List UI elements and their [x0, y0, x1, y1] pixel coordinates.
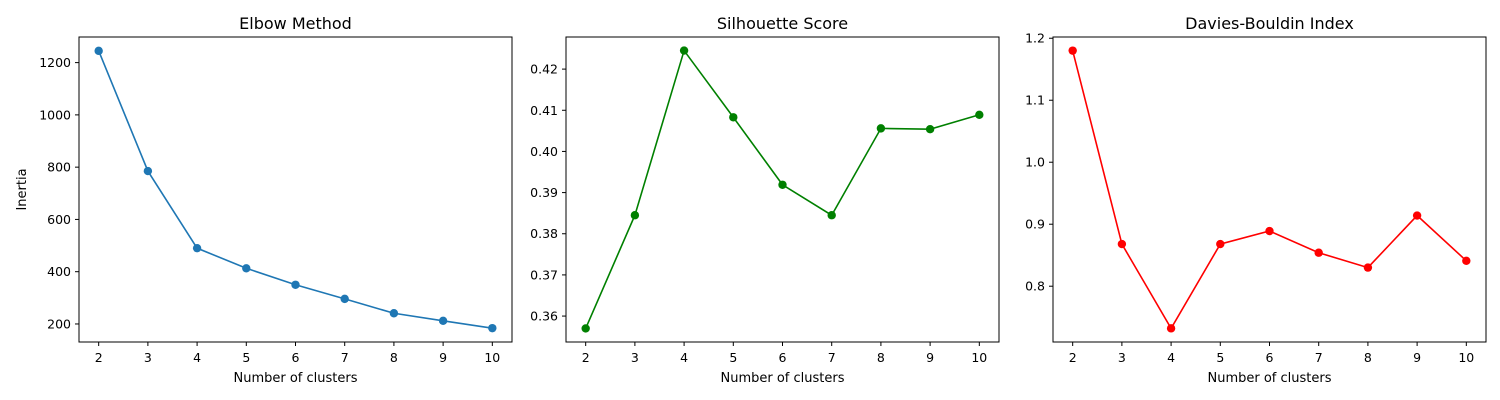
y-tick-label: 400: [47, 264, 71, 279]
y-tick-label: 0.40: [530, 144, 558, 159]
x-tick-label: 2: [1069, 350, 1077, 365]
x-tick-label: 3: [631, 350, 639, 365]
y-tick-label: 1.2: [1025, 31, 1045, 46]
x-tick-label: 8: [390, 350, 398, 365]
data-point: [143, 166, 153, 176]
data-point: [94, 46, 103, 56]
x-tick-label: 4: [680, 350, 688, 365]
data-point: [1462, 256, 1471, 265]
y-tick-label: 0.36: [530, 309, 558, 324]
plot-area-frame: [565, 36, 1000, 343]
y-tick-label: 0.39: [530, 185, 558, 200]
data-point: [192, 243, 202, 253]
data-point: [1265, 226, 1274, 236]
data-point: [975, 110, 984, 119]
data-point: [630, 211, 640, 220]
data-point: [488, 323, 497, 333]
y-tick-label: 0.37: [530, 267, 558, 282]
data-point: [827, 211, 836, 220]
y-tick-label: 1.1: [1025, 93, 1045, 108]
y-tick-label: 1200: [39, 55, 71, 70]
x-tick-label: 5: [242, 350, 250, 365]
data-point: [438, 316, 448, 326]
chart-panel-3: 2 3 4 5 6 7 8 9 10 0.8 0.9 1.0 1.1 1.2 Davies-Bouldin …: [1025, 14, 1487, 386]
data-point: [876, 124, 886, 133]
chart-panel-2: 2 3 4 5 6 7 8 9 10 0.36 0.37 0.38 0.39 0.40 0.41 0.42 Si…: [530, 14, 1000, 386]
data-point: [1363, 263, 1373, 272]
y-tick-label: 1000: [39, 107, 71, 122]
x-tick-label: 2: [582, 350, 590, 365]
x-tick-label: 8: [877, 350, 885, 365]
data-point: [1166, 324, 1176, 333]
x-tick-label: 6: [292, 350, 300, 365]
x-tick-label: 5: [1216, 350, 1224, 365]
y-tick-label: 0.42: [530, 62, 558, 77]
x-tick-label: 9: [926, 350, 934, 365]
data-point: [340, 294, 349, 304]
data-point: [581, 324, 590, 333]
chart-title: Elbow Method: [239, 14, 352, 33]
x-tick-label: 3: [144, 350, 152, 365]
data-point: [778, 180, 787, 189]
data-point: [1068, 46, 1077, 55]
data-point: [389, 309, 399, 318]
x-axis-label: Number of clusters: [233, 371, 357, 386]
y-axis-label: Inertia: [15, 168, 30, 210]
x-tick-label: 4: [193, 350, 201, 365]
y-tick-label: 800: [47, 160, 71, 175]
x-tick-label: 5: [729, 350, 737, 365]
y-tick-label: 0.38: [530, 226, 558, 241]
x-tick-label: 10: [484, 350, 500, 365]
chart-title: Davies-Bouldin Index: [1185, 14, 1354, 33]
data-point: [291, 280, 300, 289]
data-point: [242, 264, 251, 273]
series-line: [1071, 50, 1467, 330]
x-tick-label: 7: [1315, 350, 1323, 365]
x-tick-label: 7: [828, 350, 836, 365]
x-tick-label: 9: [439, 350, 447, 365]
x-tick-label: 7: [341, 350, 349, 365]
y-tick-label: 200: [47, 316, 71, 331]
y-tick-label: 600: [47, 212, 71, 227]
chart-panel-1: 2 3 4 5 6 7 8 9 10 200 400 600 800 1000 1200 Elbow Meth…: [15, 14, 513, 386]
x-tick-label: 10: [971, 350, 987, 365]
x-tick-label: 2: [95, 350, 103, 365]
y-tick-label: 1.0: [1025, 155, 1045, 170]
y-tick-label: 0.41: [530, 103, 558, 118]
data-point: [1412, 211, 1422, 220]
y-tick-label: 0.8: [1025, 279, 1045, 294]
x-tick-label: 9: [1413, 350, 1421, 365]
chart-title: Silhouette Score: [717, 14, 848, 33]
data-point: [679, 46, 689, 55]
data-point: [925, 124, 935, 134]
x-tick-label: 3: [1118, 350, 1126, 365]
x-tick-label: 8: [1364, 350, 1372, 365]
plot-area-frame: [78, 36, 513, 343]
plot-area-frame: [1052, 36, 1487, 343]
x-axis-label: Number of clusters: [1207, 371, 1331, 386]
y-tick-label: 0.9: [1025, 217, 1045, 232]
series-line: [584, 48, 980, 329]
data-point: [1117, 239, 1127, 249]
data-point: [729, 113, 738, 122]
data-point: [1314, 248, 1323, 257]
x-tick-label: 4: [1167, 350, 1175, 365]
x-tick-label: 6: [779, 350, 787, 365]
x-tick-label: 10: [1458, 350, 1474, 365]
data-point: [1216, 239, 1225, 249]
x-axis-label: Number of clusters: [720, 371, 844, 386]
x-tick-label: 6: [1266, 350, 1274, 365]
